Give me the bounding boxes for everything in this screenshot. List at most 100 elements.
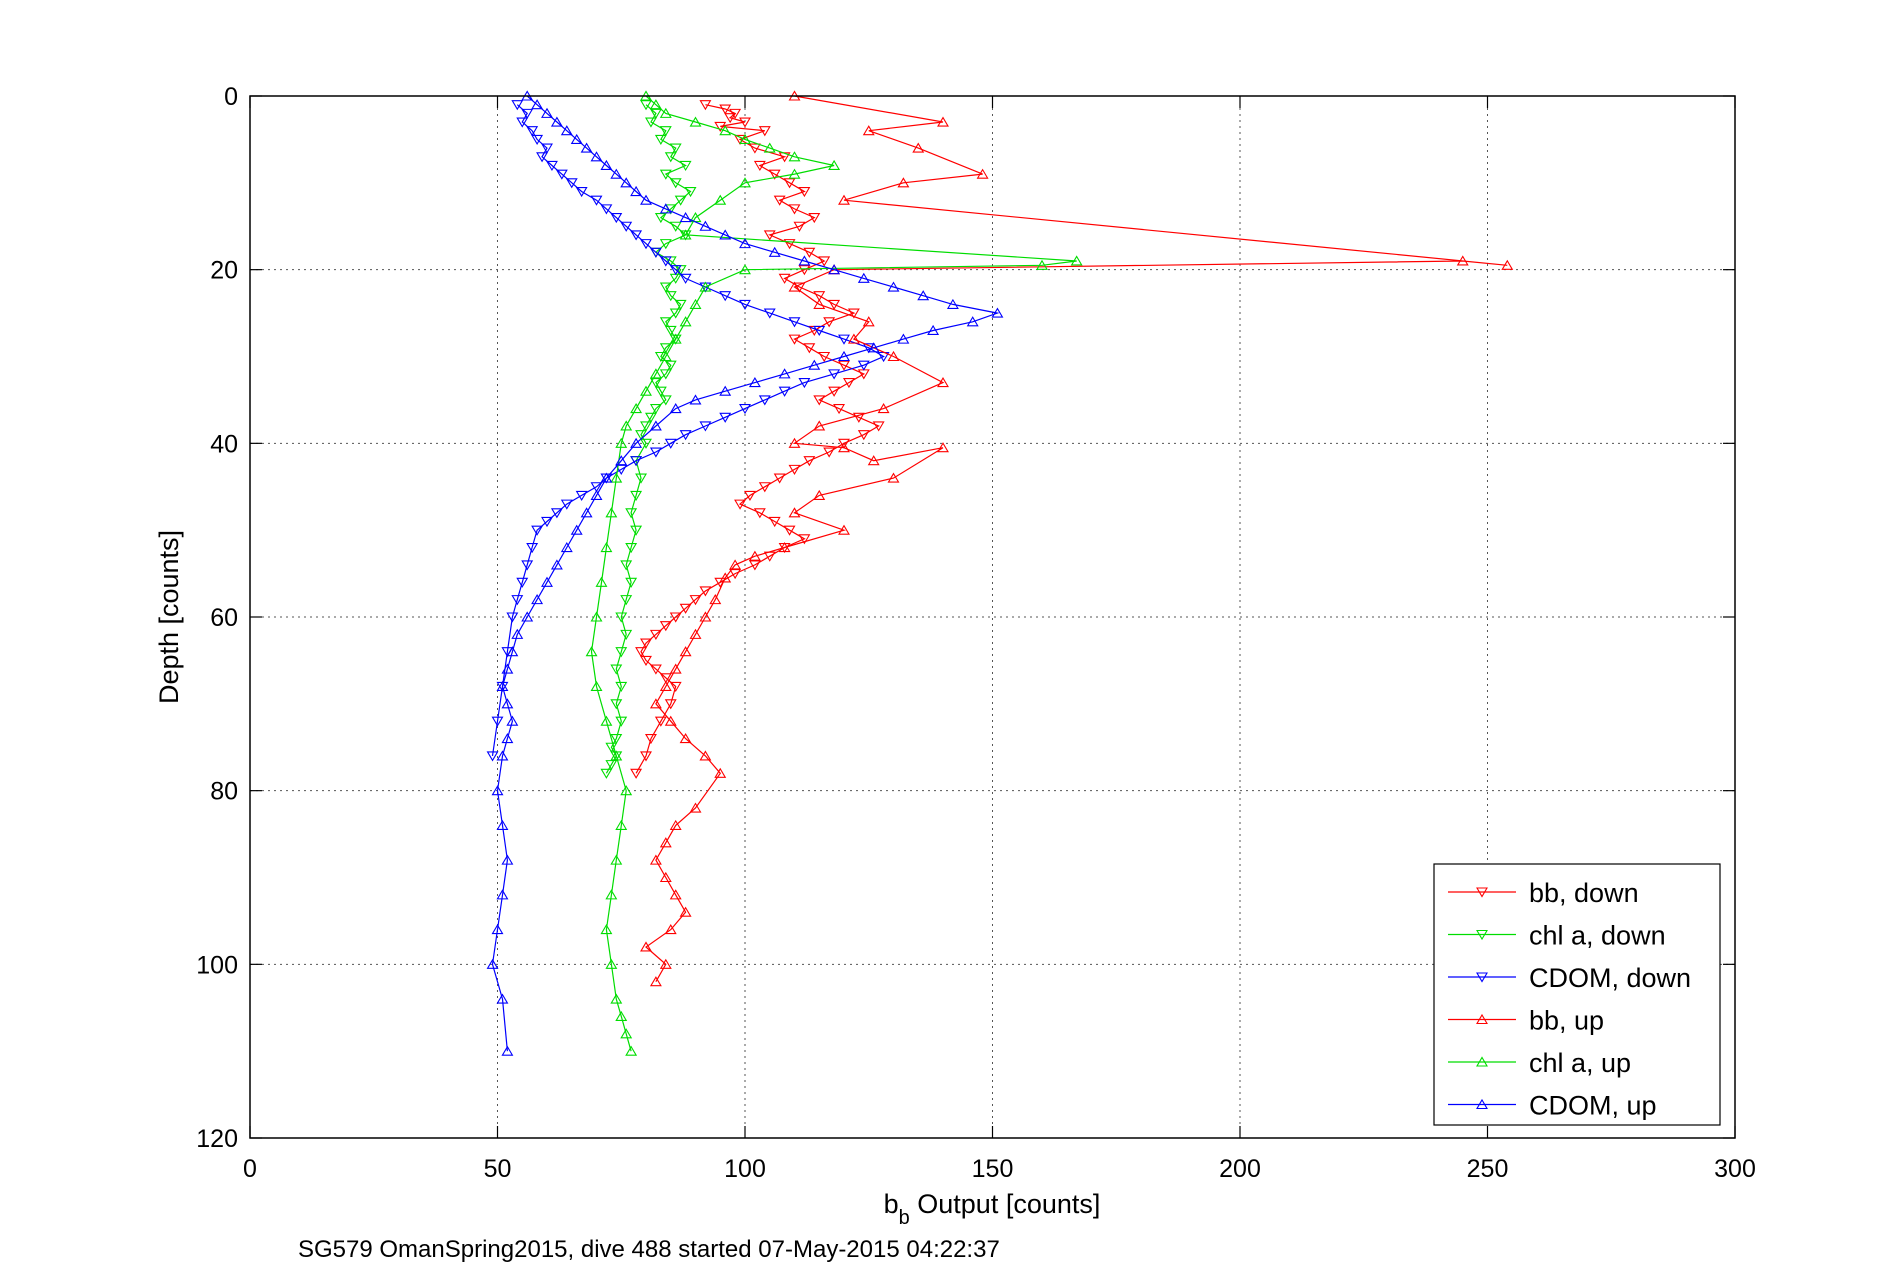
series-line-bb-up	[645, 95, 1508, 982]
data-point	[684, 186, 697, 198]
data-point	[679, 229, 692, 240]
data-point	[659, 203, 672, 214]
data-point	[783, 525, 796, 536]
data-point	[818, 256, 831, 267]
data-point	[669, 178, 682, 189]
data-point	[501, 1045, 514, 1056]
data-point	[649, 629, 662, 640]
legend-swatch-marker	[1476, 887, 1488, 898]
legend-label: chl a, down	[1529, 921, 1666, 951]
data-point	[630, 230, 643, 241]
data-point	[669, 889, 682, 900]
data-point	[625, 508, 638, 519]
data-point	[590, 151, 603, 162]
caption: SG579 OmanSpring2015, dive 488 started 0…	[298, 1236, 1000, 1262]
data-point	[605, 889, 618, 900]
data-point	[793, 221, 806, 232]
data-point	[813, 298, 826, 309]
data-point	[838, 334, 850, 345]
data-point	[659, 107, 672, 118]
data-point	[912, 142, 925, 153]
data-point	[857, 272, 870, 283]
data-point	[649, 377, 662, 389]
data-point	[813, 395, 826, 406]
legend-label: chl a, up	[1529, 1048, 1631, 1078]
data-point	[857, 430, 870, 441]
data-point	[748, 560, 761, 571]
data-point	[788, 464, 801, 475]
data-point	[610, 699, 623, 710]
data-point	[778, 368, 791, 379]
data-point	[590, 195, 603, 206]
data-point	[719, 229, 732, 240]
data-point	[669, 403, 682, 414]
data-point	[719, 291, 732, 302]
data-point	[659, 282, 672, 293]
data-point	[1070, 255, 1083, 266]
data-point	[852, 412, 865, 423]
data-point	[669, 333, 682, 344]
data-point	[659, 256, 672, 267]
data-point	[966, 316, 979, 327]
data-point	[847, 308, 860, 319]
data-point	[659, 680, 672, 692]
data-point	[739, 404, 751, 415]
data-point	[1456, 255, 1469, 266]
data-point	[491, 924, 504, 935]
data-point	[659, 871, 672, 883]
data-point	[838, 524, 850, 535]
data-point	[838, 360, 850, 371]
data-point	[541, 516, 553, 528]
data-point	[649, 698, 662, 709]
data-point	[615, 681, 628, 693]
data-point	[714, 121, 727, 132]
data-point	[649, 368, 662, 379]
data-point	[570, 524, 583, 535]
data-point	[699, 611, 712, 622]
data-point	[823, 317, 836, 328]
ticks: 0 50 100 150 200 250 300 0 20 40 60 80 100 120	[196, 83, 1756, 1183]
data-point	[649, 404, 662, 415]
data-point	[659, 369, 672, 380]
data-point	[753, 508, 766, 519]
data-point	[669, 819, 682, 830]
data-point	[620, 785, 633, 796]
data-point	[580, 142, 593, 153]
legend-entry-bb-up: bb, up	[1448, 1006, 1604, 1036]
data-point	[763, 308, 776, 319]
data-point	[768, 516, 781, 528]
legend-box	[1433, 863, 1721, 1126]
data-point	[818, 351, 831, 363]
data-point	[946, 298, 959, 309]
data-point	[615, 437, 628, 448]
data-point	[659, 395, 672, 406]
data-point	[615, 647, 628, 658]
data-point	[689, 116, 702, 127]
data-point	[739, 117, 751, 128]
y-tick-label: 20	[210, 257, 238, 285]
data-point	[699, 421, 712, 432]
data-point	[640, 638, 652, 649]
data-point	[640, 239, 652, 250]
data-point	[550, 559, 563, 570]
data-point	[828, 369, 841, 380]
data-point	[620, 221, 633, 232]
data-point	[600, 159, 613, 171]
data-point	[615, 464, 628, 475]
data-point	[501, 854, 514, 865]
data-point	[679, 211, 692, 223]
data-point	[669, 663, 682, 674]
data-point	[590, 482, 603, 493]
data-point	[669, 681, 682, 693]
data-point	[501, 663, 514, 674]
data-point	[813, 291, 826, 302]
data-point	[798, 255, 811, 266]
data-point	[813, 489, 826, 500]
data-point	[491, 785, 504, 796]
data-point	[625, 1045, 638, 1056]
data-point	[649, 247, 662, 258]
data-point	[689, 595, 702, 606]
data-point	[659, 343, 672, 354]
data-point	[838, 194, 850, 205]
data-point	[689, 394, 702, 405]
